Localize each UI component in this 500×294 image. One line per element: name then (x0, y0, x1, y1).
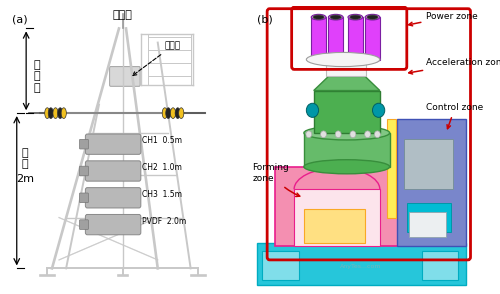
FancyBboxPatch shape (86, 214, 141, 235)
Text: 向: 向 (34, 71, 40, 81)
Ellipse shape (162, 108, 168, 118)
FancyBboxPatch shape (86, 188, 141, 208)
Text: Control zone: Control zone (426, 103, 484, 129)
Ellipse shape (58, 108, 63, 118)
Ellipse shape (367, 15, 378, 19)
Bar (328, 17, 343, 59)
Text: 导: 导 (34, 60, 40, 70)
Ellipse shape (348, 14, 362, 20)
Circle shape (336, 131, 341, 138)
FancyBboxPatch shape (80, 166, 88, 176)
Text: 动力源: 动力源 (112, 10, 132, 20)
Ellipse shape (178, 108, 184, 118)
Bar (409, 212, 446, 237)
FancyBboxPatch shape (80, 139, 88, 149)
Ellipse shape (350, 15, 361, 19)
Text: 液: 液 (22, 148, 29, 158)
Circle shape (374, 131, 380, 138)
Bar (397, 119, 466, 246)
Ellipse shape (48, 108, 54, 118)
Bar (404, 138, 454, 189)
Text: Forming
zone: Forming zone (252, 163, 300, 196)
Text: PVDF  2.0m: PVDF 2.0m (142, 217, 186, 226)
Ellipse shape (304, 126, 390, 140)
Circle shape (372, 103, 385, 117)
Text: CH2  1.0m: CH2 1.0m (142, 163, 182, 172)
Ellipse shape (61, 108, 66, 118)
Text: (a): (a) (12, 14, 28, 24)
Bar (326, 57, 366, 76)
Ellipse shape (311, 14, 326, 20)
Bar (304, 133, 390, 167)
Text: Acceleration zone: Acceleration zone (409, 58, 500, 74)
FancyBboxPatch shape (110, 66, 140, 86)
Ellipse shape (166, 108, 171, 118)
Ellipse shape (348, 57, 362, 62)
Circle shape (320, 131, 326, 138)
FancyBboxPatch shape (80, 220, 88, 229)
Bar (304, 209, 365, 243)
Ellipse shape (311, 57, 326, 62)
Bar (262, 251, 299, 280)
Text: Power zone: Power zone (409, 11, 478, 26)
Ellipse shape (175, 108, 180, 118)
Text: CH3  1.5m: CH3 1.5m (142, 190, 182, 199)
Text: AnyTes...com: AnyTes...com (340, 264, 381, 269)
Bar (365, 17, 380, 59)
Bar (311, 17, 326, 59)
Bar (274, 167, 409, 246)
Ellipse shape (44, 108, 50, 118)
Bar (348, 17, 362, 59)
Polygon shape (314, 76, 380, 91)
Bar (387, 119, 396, 218)
Ellipse shape (330, 15, 342, 19)
Bar (407, 203, 451, 232)
Text: 安全罩: 安全罩 (133, 41, 181, 76)
Text: CH1  0.5m: CH1 0.5m (142, 136, 182, 145)
Text: 室: 室 (22, 159, 29, 169)
Circle shape (350, 131, 356, 138)
Ellipse shape (365, 14, 380, 20)
Ellipse shape (328, 14, 343, 20)
Bar (294, 189, 380, 246)
Ellipse shape (304, 160, 390, 174)
Text: (b): (b) (258, 14, 273, 24)
FancyBboxPatch shape (86, 161, 141, 181)
FancyBboxPatch shape (86, 134, 141, 154)
Circle shape (364, 131, 370, 138)
Circle shape (306, 131, 312, 138)
Ellipse shape (306, 52, 380, 66)
Bar (314, 91, 380, 133)
Bar (422, 251, 458, 280)
Ellipse shape (313, 15, 324, 19)
Ellipse shape (326, 52, 367, 61)
FancyBboxPatch shape (80, 193, 88, 203)
Bar (258, 243, 466, 285)
Text: 管: 管 (34, 83, 40, 93)
Text: 2m: 2m (16, 174, 34, 184)
Ellipse shape (328, 57, 343, 62)
Ellipse shape (53, 108, 58, 118)
Circle shape (306, 103, 318, 117)
Ellipse shape (365, 57, 380, 62)
Ellipse shape (170, 108, 175, 118)
